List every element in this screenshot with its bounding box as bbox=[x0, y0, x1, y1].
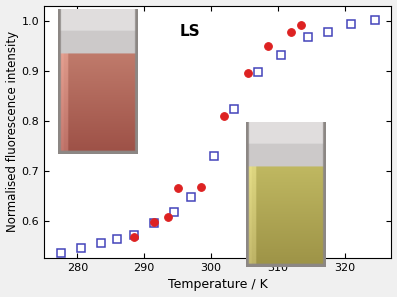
Y-axis label: Normalised fluorescence intensity: Normalised fluorescence intensity bbox=[6, 31, 19, 232]
X-axis label: Temperature / K: Temperature / K bbox=[168, 279, 268, 291]
Text: HS: HS bbox=[263, 183, 287, 198]
Text: LS: LS bbox=[179, 24, 200, 39]
